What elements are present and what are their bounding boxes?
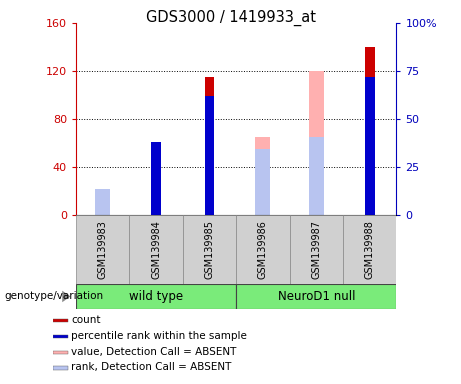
Text: GSM139983: GSM139983 (98, 220, 108, 279)
Bar (290, 215, 343, 284)
Bar (53, 335, 68, 338)
Bar (205, 77, 214, 215)
Text: rank, Detection Call = ABSENT: rank, Detection Call = ABSENT (71, 362, 232, 372)
Text: GSM139987: GSM139987 (311, 220, 321, 279)
Bar (53, 351, 68, 354)
Text: GSM139986: GSM139986 (258, 220, 268, 279)
Bar (53, 319, 68, 322)
Bar (76, 284, 236, 309)
Bar (309, 71, 324, 215)
Bar (343, 215, 396, 284)
Text: count: count (71, 315, 101, 325)
Bar (95, 189, 110, 215)
Bar (151, 142, 161, 215)
Bar (205, 96, 214, 215)
Text: value, Detection Call = ABSENT: value, Detection Call = ABSENT (71, 347, 236, 357)
Bar (236, 215, 290, 284)
Text: NeuroD1 null: NeuroD1 null (278, 290, 355, 303)
Text: percentile rank within the sample: percentile rank within the sample (71, 331, 247, 341)
Bar (236, 284, 396, 309)
Text: GDS3000 / 1419933_at: GDS3000 / 1419933_at (146, 10, 315, 26)
Bar (151, 162, 161, 215)
Bar (76, 215, 130, 284)
Text: genotype/variation: genotype/variation (5, 291, 104, 301)
Text: GSM139984: GSM139984 (151, 220, 161, 279)
Text: GSM139988: GSM139988 (365, 220, 375, 279)
Bar (255, 149, 271, 215)
Text: wild type: wild type (129, 290, 183, 303)
Polygon shape (62, 291, 71, 302)
Bar (365, 47, 375, 215)
Bar (255, 137, 271, 215)
Bar (183, 215, 236, 284)
Bar (95, 197, 110, 215)
Bar (53, 366, 68, 370)
Bar (365, 77, 375, 215)
Bar (309, 137, 324, 215)
Text: GSM139985: GSM139985 (205, 220, 214, 279)
Bar (130, 215, 183, 284)
